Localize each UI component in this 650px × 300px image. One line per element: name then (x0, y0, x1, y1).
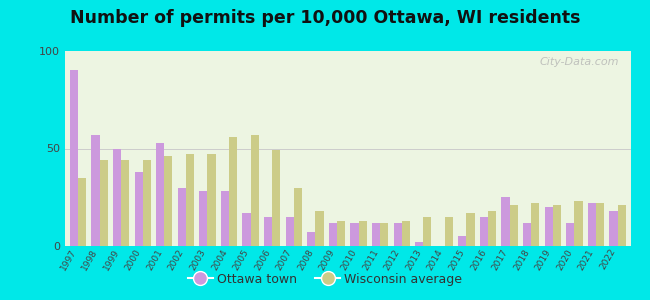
Bar (531, 203, 540, 246)
Bar (372, 223, 380, 246)
Bar (315, 211, 324, 246)
Bar (207, 154, 216, 246)
Bar (229, 137, 237, 246)
Bar (402, 220, 410, 246)
Bar (177, 188, 186, 246)
Bar (113, 148, 121, 246)
Bar (380, 223, 388, 246)
Bar (596, 203, 604, 246)
Bar (618, 205, 626, 246)
Bar (156, 142, 164, 246)
Legend: Ottawa town, Wisconsin average: Ottawa town, Wisconsin average (183, 268, 467, 291)
Bar (251, 135, 259, 246)
Bar (294, 188, 302, 246)
Bar (359, 220, 367, 246)
Bar (135, 172, 143, 246)
Bar (242, 213, 251, 246)
Bar (285, 217, 294, 246)
Bar (423, 217, 432, 246)
Bar (164, 156, 172, 246)
Bar (510, 205, 518, 246)
Text: Number of permits per 10,000 Ottawa, WI residents: Number of permits per 10,000 Ottawa, WI … (70, 9, 580, 27)
Bar (272, 150, 280, 246)
Bar (337, 220, 345, 246)
Bar (350, 223, 359, 246)
Bar (445, 217, 453, 246)
Bar (264, 217, 272, 246)
Bar (415, 242, 423, 246)
Bar (552, 205, 561, 246)
Bar (575, 201, 582, 246)
Bar (458, 236, 467, 246)
Bar (566, 223, 575, 246)
Bar (545, 207, 552, 246)
Bar (467, 213, 474, 246)
Bar (221, 191, 229, 246)
Bar (121, 160, 129, 246)
Bar (609, 211, 618, 246)
Bar (588, 203, 596, 246)
Bar (501, 197, 510, 246)
Text: City-Data.com: City-Data.com (540, 57, 619, 67)
Bar (92, 135, 99, 246)
Bar (99, 160, 108, 246)
Bar (523, 223, 531, 246)
Bar (200, 191, 207, 246)
Bar (488, 211, 496, 246)
Bar (78, 178, 86, 246)
Bar (393, 223, 402, 246)
Bar (307, 232, 315, 246)
Bar (70, 70, 78, 246)
Bar (143, 160, 151, 246)
Bar (329, 223, 337, 246)
Bar (480, 217, 488, 246)
Bar (186, 154, 194, 246)
